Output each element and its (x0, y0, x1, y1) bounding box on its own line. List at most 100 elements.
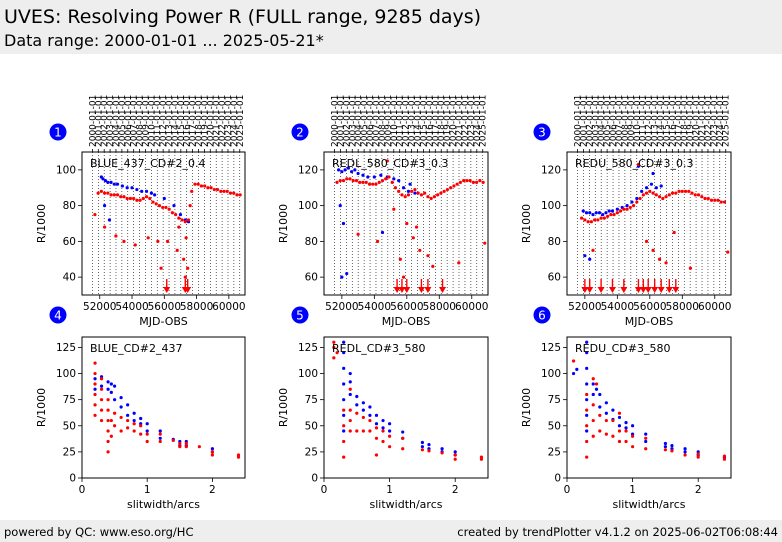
y-tick-label: 75 (63, 394, 76, 406)
top-axis-date-label: 2010-01-01 (390, 95, 400, 147)
data-point-blue (356, 171, 360, 176)
y-axis-label: R/1000 (277, 204, 290, 243)
data-point-red (651, 191, 655, 195)
data-point-red (483, 241, 487, 245)
top-axis-date-label: 2002-01-01 (342, 95, 352, 147)
data-point-blue (624, 421, 628, 425)
data-point-red (617, 429, 622, 433)
x-tick-label: 60000 (212, 301, 245, 313)
top-axis-date-label: 2024-01-01 (473, 95, 483, 147)
y-tick-label: 0 (311, 473, 318, 485)
data-point-blue (601, 212, 605, 217)
top-axis-date-label: 2011-01-01 (639, 95, 649, 147)
data-point-red (585, 439, 589, 444)
data-point-red (367, 182, 372, 186)
top-axis-date-label: 2018-01-01 (195, 95, 205, 147)
data-point-red (158, 439, 162, 444)
x-tick-label: 60000 (698, 301, 731, 313)
data-point-red (186, 218, 191, 222)
data-point-red (106, 418, 110, 423)
data-point-red (418, 248, 422, 252)
x-tick-label: 52000 (568, 301, 601, 313)
panel-number-label: 3 (538, 126, 546, 140)
out-of-range-arrow-head (424, 287, 432, 293)
panel-annotation: BLUE_CD#2_437 (90, 342, 183, 355)
panel-annotation: BLUE_437_CD#2_0.4 (90, 157, 205, 170)
data-point-blue (350, 170, 354, 174)
data-point-blue (93, 377, 97, 381)
data-point-blue (109, 390, 113, 394)
data-points (580, 162, 730, 293)
y-tick-label: 100 (298, 368, 318, 380)
chart-panel-3: 3 2000-01-012001-01-012002-01-012003-01-0… (520, 95, 732, 328)
top-axis-date-label: 2002-01-01 (585, 95, 595, 147)
y-tick-label: 120 (541, 164, 561, 176)
data-point-blue (575, 367, 579, 371)
data-point-red (348, 177, 352, 181)
data-point-red (190, 189, 194, 193)
data-point-red (696, 455, 700, 459)
data-point-blue (140, 189, 144, 193)
x-tick-label: 56000 (148, 301, 181, 313)
data-point-red (609, 212, 613, 217)
data-point-blue (585, 413, 589, 417)
data-point-blue (374, 422, 379, 426)
data-points (93, 361, 241, 459)
chart-panel-5: 50 1 20255075100125slitwidth/arcsR/1000RED… (277, 306, 489, 511)
x-tick-label: 54000 (115, 301, 148, 313)
panel-number-label: 2 (296, 126, 304, 140)
y-tick-label: 25 (63, 446, 76, 458)
plot-frame (566, 336, 732, 479)
data-point-blue (93, 387, 97, 391)
data-point-blue (113, 398, 117, 402)
data-point-red (722, 454, 727, 458)
data-point-blue (106, 180, 110, 184)
data-point-red (585, 455, 589, 459)
data-point-red (401, 447, 405, 451)
data-point-red (687, 189, 691, 193)
data-point-blue (107, 218, 112, 222)
x-axis-label: slitwidth/arcs (370, 498, 443, 511)
data-point-blue (625, 204, 629, 208)
data-point-red (113, 424, 117, 428)
data-point-red (355, 411, 359, 415)
data-point-red (348, 387, 352, 391)
out-of-range-arrow-head (586, 287, 594, 293)
top-axis-date-label: 2023-01-01 (467, 95, 477, 147)
data-point-red (210, 450, 214, 454)
data-point-blue (153, 193, 157, 197)
data-point-blue (342, 351, 346, 355)
data-point-red (598, 413, 602, 417)
y-tick-label: 80 (305, 236, 318, 248)
top-axis-date-label: 2004-01-01 (597, 95, 607, 147)
data-points (335, 159, 487, 293)
data-point-red (335, 180, 339, 184)
data-point-red (651, 248, 655, 252)
x-tick-label: 2 (695, 484, 702, 496)
data-point-blue (406, 189, 411, 193)
data-point-red (119, 415, 123, 420)
data-point-red (654, 193, 658, 197)
out-of-range-arrow-head (163, 287, 171, 293)
data-point-red (112, 193, 116, 197)
data-point-red (414, 225, 419, 229)
data-point-red (209, 186, 213, 190)
data-point-red (115, 193, 120, 197)
panel-annotation: REDU_580_CD#3_0.3 (575, 157, 693, 170)
data-point-blue (144, 189, 149, 193)
data-point-red (342, 408, 346, 412)
data-point-red (119, 195, 123, 199)
top-axis-date-label: 2019-01-01 (200, 95, 210, 147)
data-point-red (706, 196, 710, 201)
data-point-red (585, 408, 589, 412)
data-point-red (99, 398, 104, 402)
data-point-red (674, 191, 678, 195)
data-point-red (342, 455, 346, 459)
data-point-blue (683, 447, 687, 451)
data-point-red (144, 195, 149, 199)
top-axis-date-label: 2016-01-01 (183, 95, 193, 147)
data-point-blue (338, 204, 342, 208)
data-point-red (400, 193, 404, 197)
data-point-blue (109, 382, 113, 386)
top-axis-date-label: 2016-01-01 (425, 95, 435, 147)
